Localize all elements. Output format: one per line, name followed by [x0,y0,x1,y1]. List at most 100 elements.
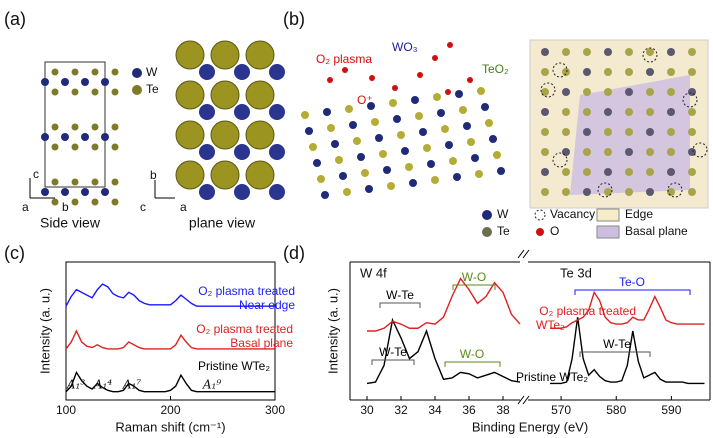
legend-label: Te [146,82,159,96]
legend-swatch [132,68,142,78]
legend-swatch [536,228,544,236]
atom [453,173,461,181]
legend-label: Vacancy [550,207,595,221]
peak-label: W-Te [603,337,631,351]
atom-w [234,64,250,80]
atom [317,175,325,183]
atom-te [91,68,99,76]
series-label: Near edge [239,298,295,312]
atom [449,157,457,165]
atom [688,128,696,136]
atom [583,168,591,176]
atom [389,99,397,107]
atom [604,48,612,56]
atom-w [101,78,109,86]
atom-o [467,77,473,83]
atom [646,68,654,76]
atom-o [369,75,375,81]
atom [562,148,570,156]
spectrum [550,290,705,329]
atom [667,188,675,196]
atom-te [210,160,240,190]
atom [583,148,591,156]
atom [562,168,570,176]
peak-label: W-Te [379,345,407,359]
spectrum [65,283,275,307]
atom [583,128,591,136]
atom-w [81,133,89,141]
atom [583,88,591,96]
vacancy [552,62,568,78]
atom [343,188,351,196]
x-tick-label: 32 [394,403,408,417]
atom [401,147,409,155]
axis-letter: a [22,200,29,214]
atom-te [245,160,275,190]
atom-te [91,143,99,151]
legend-label: Te [497,224,510,238]
atom [562,48,570,56]
series-label: O₂ plasma treated [539,304,636,318]
x-axis-label: Raman shift (cm⁻¹) [115,419,225,434]
atom [433,93,441,101]
atom [562,108,570,116]
atom [604,168,612,176]
atom-o [392,85,398,91]
atom-te [175,160,205,190]
atom-te [111,68,119,76]
atom-w [61,188,69,196]
atom [541,48,549,56]
atom [405,163,413,171]
atom [393,115,401,123]
atom-w [101,188,109,196]
atom [688,48,696,56]
x-tick-label: 200 [160,403,180,417]
atom [485,119,493,127]
atom-te [111,143,119,151]
axis-letter: c [140,200,146,214]
atom [379,150,387,158]
x-tick-label: 36 [462,403,476,417]
atom [345,105,353,113]
atom [375,134,383,142]
atom [667,68,675,76]
caption: Side view [40,215,101,231]
atom [562,68,570,76]
legend-label: W [497,207,509,221]
atom-te [71,123,79,131]
legend-swatch [482,227,492,237]
atom-w [269,104,285,120]
atom-w [101,133,109,141]
atom-w [61,78,69,86]
axis-letter: a [180,200,187,214]
atom [481,103,489,111]
atom [541,148,549,156]
axis-break [517,395,530,405]
y-axis-label: Intensity (a. u.) [37,288,52,374]
legend-label: Basal plane [625,224,688,238]
atom [646,168,654,176]
vacancy [667,182,683,198]
atom [604,148,612,156]
legend-label: W [146,65,158,79]
vacancy [552,152,568,168]
atom-w [81,78,89,86]
axis-letter: c [33,167,39,181]
atom-te [71,68,79,76]
atom-w [61,133,69,141]
atom-te [71,143,79,151]
bracket [371,359,415,365]
atom [583,188,591,196]
x-tick-label: 590 [661,403,681,417]
atom-te [91,88,99,96]
x-axis-label: Binding Energy (eV) [472,419,588,434]
legend-swatch [132,85,142,95]
atom [397,131,405,139]
atom-te [51,198,59,206]
series-label: O₂ plasma treated [198,284,295,298]
atom-te [51,123,59,131]
panel-label: (d) [283,243,305,263]
atom-te [245,40,275,70]
atom-o [417,72,423,78]
bracket [379,302,421,308]
